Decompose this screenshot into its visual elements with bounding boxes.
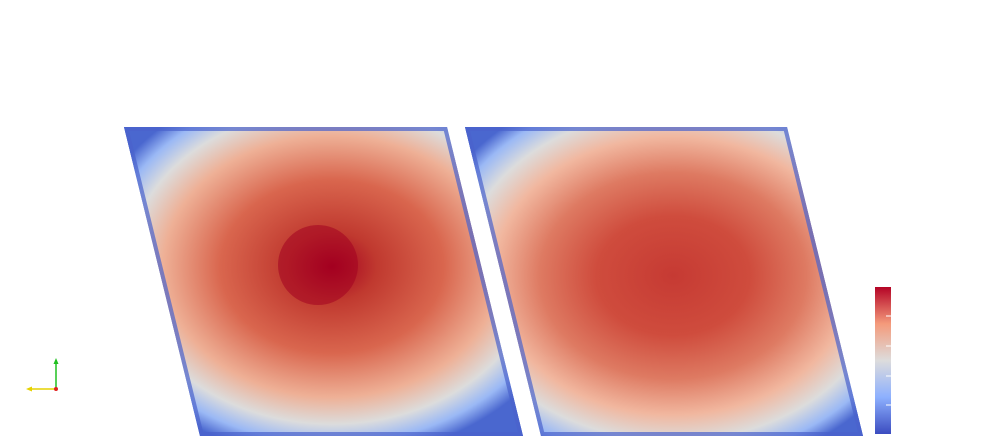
orientation-axes-icon — [26, 358, 59, 392]
z-axis-dot — [54, 387, 58, 391]
right-field-plot[interactable] — [465, 127, 865, 437]
color-legend-bar — [875, 287, 891, 434]
left-field-plot[interactable] — [124, 127, 524, 437]
